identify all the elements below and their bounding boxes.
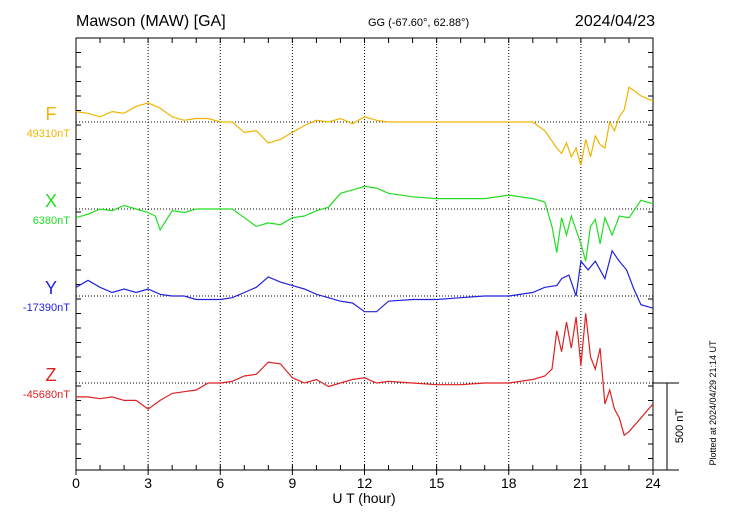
- series-name-y: Y: [45, 278, 57, 298]
- x-tick-label: 9: [288, 475, 296, 491]
- series-layer: [75, 86, 654, 437]
- x-axis-ticks: 0 3 6 9 12 15 18 21 24: [72, 470, 661, 491]
- x-tick-label: 3: [144, 475, 152, 491]
- series-baseline-f: 49310nT: [27, 128, 71, 140]
- station-coords: GG (-67.60°, 62.88°): [368, 17, 469, 29]
- series-baseline-x: 6380nT: [33, 215, 71, 227]
- series-baseline-z: -45680nT: [23, 389, 70, 401]
- series-baseline-y: -17390nT: [23, 302, 70, 314]
- series-line-y: [75, 249, 654, 313]
- station-title: Mawson (MAW) [GA]: [76, 13, 226, 30]
- x-tick-label: 15: [429, 475, 445, 491]
- x-tick-label: 21: [573, 475, 589, 491]
- series-line-z: [76, 313, 654, 437]
- minor-ticks: [76, 38, 653, 470]
- x-tick-label: 0: [72, 475, 80, 491]
- plotted-timestamp: Plotted at 2024/04/29 21:14 UT: [708, 340, 718, 466]
- scale-bar: [653, 382, 679, 471]
- x-axis-label: U T (hour): [332, 490, 395, 506]
- series-labels: F 49310nT X 6380nT Y -17390nT Z -45680nT: [23, 104, 70, 401]
- x-tick-label: 24: [645, 475, 661, 491]
- series-name-z: Z: [46, 365, 57, 385]
- scale-bar-label: 500 nT: [674, 409, 686, 444]
- series-name-x: X: [45, 191, 57, 211]
- series-line-f: [75, 86, 654, 166]
- x-tick-label: 12: [357, 475, 373, 491]
- x-tick-label: 6: [216, 475, 224, 491]
- series-name-f: F: [46, 104, 57, 124]
- x-tick-label: 18: [501, 475, 517, 491]
- grid-lines: [76, 38, 653, 470]
- series-line-x: [75, 185, 654, 262]
- chart-date: 2024/04/23: [575, 13, 655, 30]
